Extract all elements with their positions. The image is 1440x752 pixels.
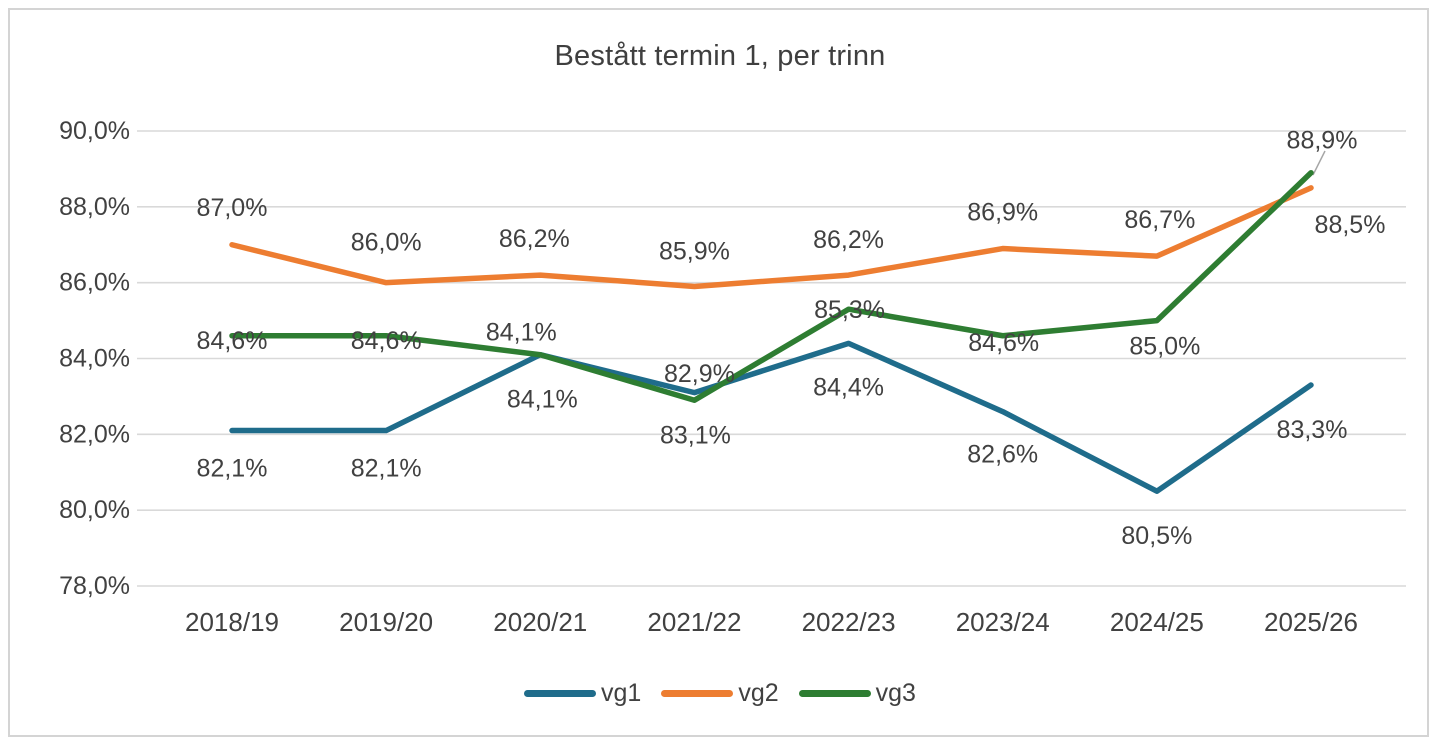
y-tick-label: 78,0%	[59, 572, 130, 600]
legend-label-vg3: vg3	[875, 678, 916, 707]
data-label-vg1: 84,4%	[813, 373, 884, 401]
x-tick-label: 2019/20	[339, 607, 433, 637]
series-line-vg2	[229, 185, 1314, 290]
legend-item-vg1: vg1	[524, 679, 641, 708]
data-label-vg3: 84,6%	[197, 327, 268, 355]
x-tick-label: 2023/24	[956, 607, 1050, 637]
data-label-vg3: 84,6%	[968, 329, 1039, 357]
series-line-vg3	[229, 169, 1314, 403]
legend-swatch-vg2	[661, 689, 734, 697]
data-label-vg2: 86,2%	[499, 225, 570, 253]
chart-card	[8, 8, 1429, 737]
x-tick-label: 2020/21	[493, 607, 587, 637]
x-tick-label: 2024/25	[1110, 607, 1204, 637]
data-label-vg2: 86,2%	[813, 226, 884, 254]
data-label-vg2: 86,0%	[351, 229, 422, 257]
chart-title: Bestått termin 1, per trinn	[554, 40, 886, 72]
data-label-vg3: 85,3%	[814, 296, 885, 324]
y-tick-label: 82,0%	[59, 420, 130, 448]
y-tick-label: 80,0%	[59, 496, 130, 524]
data-label-vg3: 82,9%	[664, 360, 735, 388]
data-label-vg2: 88,5%	[1315, 211, 1386, 239]
data-label-vg1: 82,6%	[967, 441, 1038, 469]
data-label-vg3: 85,0%	[1129, 333, 1200, 361]
legend-swatch-vg1	[524, 689, 597, 697]
data-label-vg1: 82,1%	[351, 455, 422, 483]
data-label-vg1: 80,5%	[1121, 522, 1192, 550]
data-label-vg3: 88,9%	[1287, 127, 1358, 155]
x-tick-label: 2025/26	[1264, 607, 1358, 637]
x-tick-label: 2022/23	[802, 607, 896, 637]
data-label-vg2: 87,0%	[197, 194, 268, 222]
legend-label-vg2: vg2	[738, 678, 779, 707]
chart-legend: vg1 vg2 vg3	[0, 678, 1440, 708]
data-label-vg2: 86,9%	[967, 199, 1038, 227]
y-tick-label: 90,0%	[59, 117, 130, 145]
series-line-vg1	[229, 340, 1314, 494]
data-label-vg2: 86,7%	[1124, 206, 1195, 234]
x-tick-label: 2018/19	[185, 607, 279, 637]
data-label-vg1: 82,1%	[197, 455, 268, 483]
data-label-vg3: 84,6%	[351, 327, 422, 355]
x-tick-label: 2021/22	[647, 607, 741, 637]
y-tick-label: 84,0%	[59, 345, 130, 373]
data-label-vg1: 84,1%	[507, 386, 578, 414]
label-leader-line	[1312, 150, 1326, 176]
legend-swatch-vg3	[798, 689, 871, 697]
data-label-vg1: 83,3%	[1277, 416, 1348, 444]
data-label-vg3: 84,1%	[486, 319, 557, 347]
y-tick-label: 88,0%	[59, 193, 130, 221]
legend-label-vg1: vg1	[601, 678, 642, 707]
legend-item-vg3: vg3	[798, 678, 916, 708]
legend-item-vg2: vg2	[661, 678, 779, 708]
y-tick-label: 86,0%	[59, 269, 130, 297]
data-label-vg1: 83,1%	[660, 422, 731, 450]
data-label-vg2: 85,9%	[659, 237, 730, 265]
